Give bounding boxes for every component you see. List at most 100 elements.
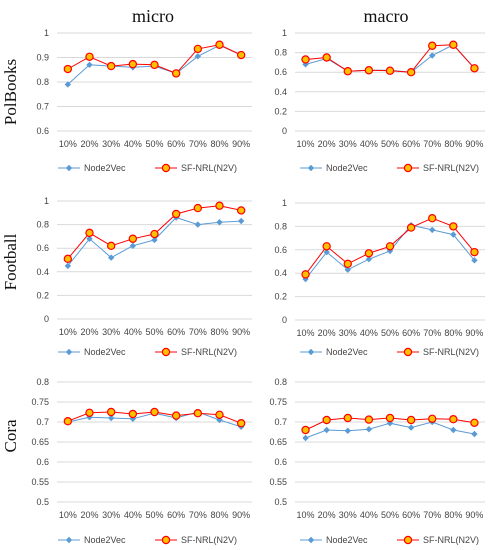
data-point-node2vec bbox=[450, 426, 457, 434]
y-tick-label: 0.65 bbox=[269, 437, 287, 447]
legend-marker-node2vec bbox=[307, 536, 315, 544]
x-tick-label: 70% bbox=[423, 139, 441, 149]
y-tick-label: 0.8 bbox=[36, 220, 49, 230]
chart-panel-1: 0 0.2 0.4 0.6 0.8 1 10% 20% 30% 40% 50% 60% 70% 80% 90… bbox=[274, 28, 485, 173]
data-point-sf-nrl bbox=[236, 419, 246, 428]
data-point-sf-nrl bbox=[322, 242, 331, 251]
data-point-node2vec bbox=[429, 226, 436, 234]
y-tick-label: 0.5 bbox=[36, 497, 49, 507]
x-tick-label: 70% bbox=[189, 327, 207, 337]
x-tick-label: 60% bbox=[167, 510, 185, 520]
x-tick-label: 70% bbox=[423, 328, 441, 338]
x-tick-label: 20% bbox=[318, 328, 336, 338]
data-point-node2vec bbox=[302, 434, 309, 442]
x-tick-label: 60% bbox=[402, 328, 420, 338]
data-point-sf-nrl bbox=[428, 214, 437, 223]
x-tick-label: 90% bbox=[465, 139, 483, 149]
y-tick-label: 0.4 bbox=[274, 87, 287, 97]
data-point-sf-nrl bbox=[322, 53, 331, 62]
data-point-sf-nrl bbox=[215, 410, 224, 419]
data-point-sf-nrl bbox=[428, 41, 437, 50]
y-tick-label: 0 bbox=[44, 314, 49, 324]
data-point-sf-nrl bbox=[406, 67, 416, 77]
chart-panel-0: 0.6 0.7 0.8 0.9 1 10% 20% 30% 40% 50% 60% 70% 80% 90%… bbox=[36, 28, 252, 173]
y-tick-label: 0.9 bbox=[36, 53, 49, 63]
data-point-sf-nrl bbox=[193, 409, 203, 418]
legend-marker-sf-nrl bbox=[403, 347, 413, 357]
data-point-sf-nrl bbox=[171, 209, 181, 219]
chart-panel-3: 0 0.2 0.4 0.6 0.8 1 10% 20% 30% 40% 50% 60% 70% 80% 90… bbox=[274, 198, 485, 357]
y-tick-label: 0.8 bbox=[36, 77, 49, 87]
data-point-node2vec bbox=[216, 219, 223, 226]
data-point-node2vec bbox=[64, 81, 72, 88]
data-point-sf-nrl bbox=[63, 254, 73, 264]
x-tick-label: 10% bbox=[59, 139, 77, 149]
data-point-sf-nrl bbox=[106, 407, 116, 417]
y-tick-label: 0 bbox=[282, 315, 287, 325]
x-tick-label: 90% bbox=[232, 510, 250, 520]
data-point-node2vec bbox=[323, 248, 330, 256]
x-tick-label: 40% bbox=[124, 327, 142, 337]
legend-marker-sf-nrl bbox=[161, 163, 171, 173]
x-tick-label: 90% bbox=[465, 328, 483, 338]
legend-label-sf-nrl: SF-NRL(N2V) bbox=[181, 535, 237, 545]
legend-marker-node2vec bbox=[307, 348, 315, 356]
x-tick-label: 80% bbox=[444, 139, 462, 149]
x-tick-label: 50% bbox=[145, 327, 163, 337]
legend-marker-sf-nrl bbox=[403, 535, 413, 545]
data-point-node2vec bbox=[429, 52, 436, 59]
data-point-sf-nrl bbox=[236, 206, 246, 215]
row-title-cora: Cora bbox=[1, 419, 20, 453]
y-tick-label: 0.6 bbox=[36, 457, 49, 467]
data-point-sf-nrl bbox=[428, 414, 437, 423]
x-tick-label: 40% bbox=[360, 139, 378, 149]
x-tick-label: 40% bbox=[360, 510, 378, 520]
y-tick-label: 0.2 bbox=[274, 292, 287, 302]
x-tick-label: 60% bbox=[402, 510, 420, 520]
data-point-node2vec bbox=[365, 426, 373, 433]
data-point-sf-nrl bbox=[128, 409, 138, 419]
data-point-sf-nrl bbox=[106, 241, 116, 251]
data-point-node2vec bbox=[344, 427, 351, 434]
data-point-sf-nrl bbox=[301, 425, 310, 435]
data-point-sf-nrl bbox=[85, 52, 94, 61]
x-tick-label: 30% bbox=[102, 327, 120, 337]
x-tick-label: 30% bbox=[102, 139, 120, 149]
y-tick-label: 0.4 bbox=[36, 267, 49, 277]
legend-marker-node2vec bbox=[65, 348, 73, 356]
data-point-sf-nrl bbox=[322, 415, 331, 425]
data-point-node2vec bbox=[107, 254, 115, 261]
x-tick-label: 20% bbox=[80, 139, 98, 149]
row-title-polbooks: PolBooks bbox=[1, 59, 20, 125]
data-point-sf-nrl bbox=[301, 55, 310, 64]
data-point-sf-nrl bbox=[364, 415, 374, 424]
y-tick-label: 0.8 bbox=[36, 377, 49, 387]
data-point-node2vec bbox=[151, 236, 158, 244]
data-point-sf-nrl bbox=[449, 222, 458, 231]
x-tick-label: 50% bbox=[381, 139, 399, 149]
data-point-sf-nrl bbox=[193, 203, 203, 213]
data-point-sf-nrl bbox=[385, 242, 395, 251]
x-tick-label: 30% bbox=[339, 328, 357, 338]
chart-panel-4: 0.5 0.55 0.6 0.65 0.7 0.75 0.8 10% 20% 30% 40% 50% 6… bbox=[31, 377, 252, 545]
data-point-node2vec bbox=[64, 262, 72, 270]
y-tick-label: 0.6 bbox=[36, 126, 49, 136]
y-tick-label: 0.65 bbox=[31, 437, 49, 447]
column-title-macro: macro bbox=[364, 6, 409, 26]
data-point-sf-nrl bbox=[150, 229, 159, 239]
data-point-node2vec bbox=[86, 61, 93, 69]
x-tick-label: 30% bbox=[339, 139, 357, 149]
x-tick-label: 10% bbox=[59, 327, 77, 337]
data-point-sf-nrl bbox=[449, 40, 458, 49]
x-tick-label: 10% bbox=[297, 510, 315, 520]
data-point-sf-nrl bbox=[150, 60, 159, 70]
y-tick-label: 0.8 bbox=[274, 221, 287, 231]
data-point-node2vec bbox=[386, 247, 394, 255]
data-point-sf-nrl bbox=[215, 201, 224, 210]
data-point-sf-nrl bbox=[128, 59, 138, 69]
x-tick-label: 80% bbox=[210, 327, 228, 337]
x-tick-label: 10% bbox=[297, 328, 315, 338]
legend-label-sf-nrl: SF-NRL(N2V) bbox=[423, 163, 479, 173]
y-tick-label: 1 bbox=[44, 28, 49, 38]
data-point-node2vec bbox=[365, 255, 373, 263]
